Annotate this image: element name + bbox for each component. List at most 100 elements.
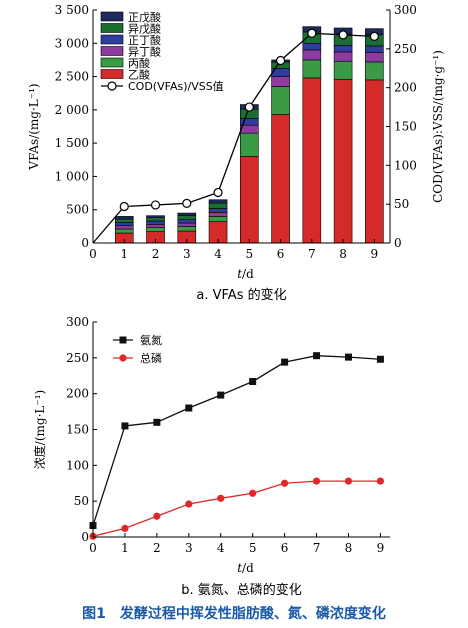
- bar-5-day-4: [208, 202, 228, 209]
- series-1-point-3: [185, 404, 193, 412]
- y-tick-label-6: 3 000: [55, 36, 89, 50]
- bar-6-day-3: [177, 212, 197, 217]
- x-tick-label-3: 3: [185, 541, 193, 555]
- y-tick-label-0: 0: [81, 236, 89, 250]
- bar-2-day-3: [177, 226, 197, 232]
- y2-tick-label-4: 200: [394, 81, 417, 95]
- bar-4-day-4: [208, 208, 228, 213]
- y2-tick-label-1: 50: [394, 197, 409, 211]
- series-1-point-8: [344, 353, 352, 361]
- cod-vss-point-7: [307, 28, 317, 38]
- y-tick-label-7: 3 500: [55, 3, 89, 17]
- y2-tick-label-3: 150: [394, 120, 417, 134]
- bar-3-day-8: [333, 51, 353, 62]
- y2-tick-label-0: 0: [394, 236, 402, 250]
- bar-3-day-9: [365, 52, 384, 63]
- bar-1-day-5: [240, 156, 259, 244]
- series-line-2: [92, 480, 381, 537]
- cod-vss-point-6: [275, 55, 286, 66]
- x-axis-label-var: t: [237, 561, 242, 575]
- series-2-point-8: [344, 477, 353, 485]
- x-tick-label-8: 8: [345, 541, 353, 555]
- bar-2-day-2: [146, 227, 165, 232]
- series-2-point-4: [217, 494, 225, 502]
- bar-1-day-9: [365, 79, 384, 244]
- bar-4-day-8: [333, 44, 353, 53]
- legend-label-2: 丙酸: [128, 56, 150, 70]
- y-tick-label-3: 150: [66, 423, 89, 437]
- series-2-point-1: [121, 524, 129, 533]
- bar-5-day-2: [146, 217, 165, 222]
- x-tick-label-4: 4: [217, 541, 225, 555]
- x-tick-label-0: 0: [89, 541, 97, 555]
- bar-3-day-7: [302, 49, 322, 61]
- legend-marker-1: [119, 336, 127, 344]
- legend-label-3: 异丁酸: [128, 45, 161, 59]
- y-tick-label-3: 1 500: [55, 136, 89, 150]
- legend-swatch-6: [100, 11, 124, 22]
- legend-swatch-2: [100, 57, 124, 68]
- y-tick-label-1: 50: [74, 494, 89, 508]
- cod-vss-point-1: [119, 201, 129, 212]
- bar-5-day-3: [177, 215, 197, 221]
- subtitle-b: b. 氨氮、总磷的变化: [181, 582, 302, 598]
- x-tick-label-9: 9: [371, 247, 379, 261]
- figure-caption: 图1 发酵过程中挥发性脂肪酸、氮、磷浓度变化: [82, 605, 386, 622]
- series-1-point-4: [217, 391, 225, 399]
- x-tick-label-5: 5: [245, 247, 253, 261]
- y2-tick-label-6: 300: [394, 3, 417, 17]
- y-tick-label-4: 2 000: [55, 103, 89, 117]
- x-axis-label: t/d: [237, 267, 254, 281]
- x-tick-label-2: 2: [153, 541, 161, 555]
- x-tick-label-8: 8: [339, 247, 347, 261]
- x-tick-label-4: 4: [214, 247, 222, 261]
- x-tick-label-9: 9: [377, 541, 385, 555]
- bar-2-day-6: [271, 86, 290, 115]
- bar-3-day-6: [271, 76, 290, 87]
- bar-1-day-8: [333, 78, 353, 244]
- bar-5-day-1: [114, 218, 134, 223]
- legend-label-line: COD(VFAs)/VSS值: [128, 80, 224, 93]
- x-axis-label-var: t: [237, 267, 242, 281]
- y2-tick-label-5: 250: [394, 42, 417, 56]
- bar-3-day-5: [240, 124, 259, 134]
- y-axis-label: 浓度/(mg·L⁻¹): [32, 390, 47, 469]
- legend-line-marker: [107, 81, 117, 91]
- y-axis-label: VFAs/(mg·L⁻¹): [27, 83, 41, 170]
- legend-swatch-3: [100, 46, 124, 56]
- subtitle-a: a. VFAs 的变化: [196, 287, 286, 303]
- y-tick-label-0: 0: [81, 530, 89, 544]
- x-axis-label: t/d: [237, 561, 254, 575]
- legend-marker-2: [119, 354, 127, 362]
- bar-2-day-8: [333, 60, 353, 80]
- y-tick-label-2: 1 000: [55, 169, 89, 183]
- legend-swatch-5: [100, 23, 124, 33]
- series-2-point-3: [185, 500, 193, 508]
- series-2-point-9: [376, 477, 385, 485]
- bar-4-day-3: [177, 219, 197, 224]
- bar-4-day-1: [114, 222, 134, 226]
- bar-3-day-2: [146, 224, 165, 228]
- x-tick-label-7: 7: [308, 247, 316, 261]
- legend-label-1: 乙酸: [128, 68, 150, 82]
- cod-vss-line: [92, 32, 375, 244]
- legend-swatch-1: [100, 69, 124, 79]
- bar-2-day-4: [208, 216, 228, 222]
- y-tick-label-4: 200: [66, 387, 89, 401]
- cod-vss-point-9: [369, 31, 379, 42]
- series-2-point-7: [312, 477, 321, 485]
- x-tick-label-7: 7: [313, 541, 321, 555]
- bar-3-day-3: [177, 222, 197, 227]
- x-axis-label-unit: /d: [242, 561, 254, 575]
- y-tick-label-5: 2 500: [55, 70, 89, 84]
- cod-vss-point-8: [338, 30, 348, 40]
- x-tick-label-0: 0: [89, 247, 97, 261]
- y-tick-label-1: 500: [66, 203, 89, 217]
- legend-swatch-4: [100, 34, 124, 45]
- series-2-point-2: [153, 512, 161, 520]
- y2-axis-label: COD(VFAs):VSS/(mg·g⁻¹): [431, 50, 445, 203]
- y-tick-label-2: 100: [66, 458, 89, 472]
- series-1-point-9: [376, 355, 384, 363]
